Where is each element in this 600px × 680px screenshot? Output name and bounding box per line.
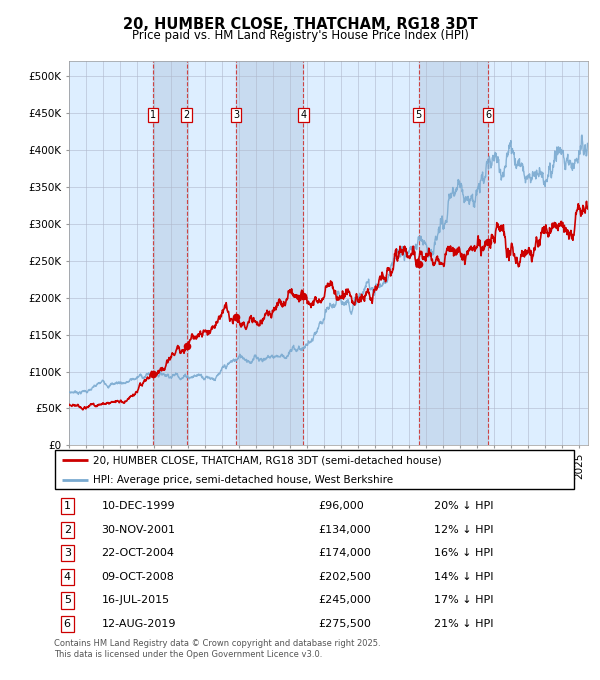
Text: 20, HUMBER CLOSE, THATCHAM, RG18 3DT: 20, HUMBER CLOSE, THATCHAM, RG18 3DT xyxy=(122,17,478,32)
Text: 4: 4 xyxy=(300,110,307,120)
Text: 2: 2 xyxy=(184,110,190,120)
Text: 12% ↓ HPI: 12% ↓ HPI xyxy=(434,525,494,534)
Text: 20% ↓ HPI: 20% ↓ HPI xyxy=(434,501,494,511)
Text: £96,000: £96,000 xyxy=(318,501,364,511)
Bar xyxy=(419,61,488,445)
Text: 5: 5 xyxy=(415,110,422,120)
Text: 1: 1 xyxy=(64,501,71,511)
Text: Price paid vs. HM Land Registry's House Price Index (HPI): Price paid vs. HM Land Registry's House … xyxy=(131,29,469,41)
Bar xyxy=(236,61,304,445)
Text: £275,500: £275,500 xyxy=(318,619,371,629)
Text: 17% ↓ HPI: 17% ↓ HPI xyxy=(434,596,494,605)
Text: 09-OCT-2008: 09-OCT-2008 xyxy=(101,572,175,582)
Text: 30-NOV-2001: 30-NOV-2001 xyxy=(101,525,176,534)
Text: Contains HM Land Registry data © Crown copyright and database right 2025.: Contains HM Land Registry data © Crown c… xyxy=(54,639,380,648)
Text: 14% ↓ HPI: 14% ↓ HPI xyxy=(434,572,494,582)
Text: £202,500: £202,500 xyxy=(318,572,371,582)
Text: 6: 6 xyxy=(485,110,491,120)
Text: 4: 4 xyxy=(64,572,71,582)
Text: £174,000: £174,000 xyxy=(318,548,371,558)
Text: £245,000: £245,000 xyxy=(318,596,371,605)
FancyBboxPatch shape xyxy=(55,450,574,490)
Text: 5: 5 xyxy=(64,596,71,605)
Bar xyxy=(153,61,187,445)
Text: £134,000: £134,000 xyxy=(318,525,371,534)
Text: 12-AUG-2019: 12-AUG-2019 xyxy=(101,619,176,629)
Text: 22-OCT-2004: 22-OCT-2004 xyxy=(101,548,175,558)
Text: 3: 3 xyxy=(64,548,71,558)
Text: This data is licensed under the Open Government Licence v3.0.: This data is licensed under the Open Gov… xyxy=(54,650,322,659)
Text: 1: 1 xyxy=(149,110,156,120)
Text: 10-DEC-1999: 10-DEC-1999 xyxy=(101,501,175,511)
Text: 3: 3 xyxy=(233,110,239,120)
Text: 16% ↓ HPI: 16% ↓ HPI xyxy=(434,548,494,558)
Text: 21% ↓ HPI: 21% ↓ HPI xyxy=(434,619,494,629)
Text: 6: 6 xyxy=(64,619,71,629)
Text: 16-JUL-2015: 16-JUL-2015 xyxy=(101,596,170,605)
Text: 2: 2 xyxy=(64,525,71,534)
Text: HPI: Average price, semi-detached house, West Berkshire: HPI: Average price, semi-detached house,… xyxy=(93,475,393,485)
Text: 20, HUMBER CLOSE, THATCHAM, RG18 3DT (semi-detached house): 20, HUMBER CLOSE, THATCHAM, RG18 3DT (se… xyxy=(93,455,442,465)
